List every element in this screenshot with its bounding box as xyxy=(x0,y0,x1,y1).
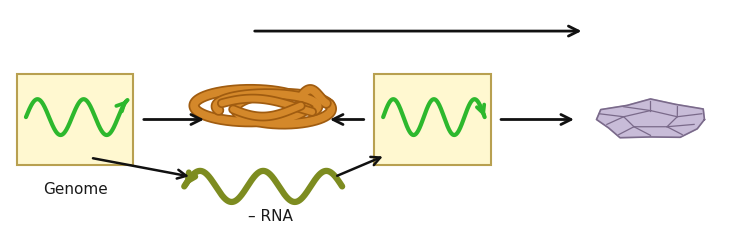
FancyBboxPatch shape xyxy=(374,74,490,165)
Text: – RNA: – RNA xyxy=(248,209,293,224)
Polygon shape xyxy=(596,99,705,138)
FancyBboxPatch shape xyxy=(17,74,134,165)
Text: Genome: Genome xyxy=(43,182,108,197)
